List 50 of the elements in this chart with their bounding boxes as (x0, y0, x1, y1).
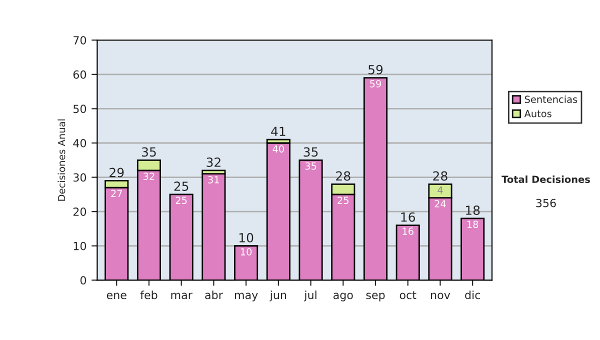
total-label: 25 (174, 182, 188, 191)
data-label: 31 (208, 176, 219, 184)
data-label: 59 (370, 80, 382, 88)
x-tick-label: feb (140, 290, 158, 300)
x-tick-label: abr (205, 290, 223, 300)
y-tick-label: 10 (74, 242, 86, 250)
data-label: 25 (338, 196, 348, 204)
data-label: 24 (434, 200, 446, 208)
x-tick-label: nov (431, 292, 450, 300)
data-label: 18 (467, 220, 478, 228)
x-tick-label: oct (400, 291, 416, 300)
total-label: 28 (433, 171, 448, 181)
x-tick-label: jun (270, 290, 286, 302)
total-label: 32 (206, 158, 220, 167)
y-tick-label: 20 (73, 208, 86, 216)
data-label: 32 (144, 172, 154, 180)
y-tick-label: 60 (73, 70, 86, 79)
total-label: 35 (142, 147, 156, 157)
total-label: 18 (466, 206, 480, 215)
x-tick-label: sep (366, 292, 385, 302)
total-label: 35 (304, 147, 318, 157)
y-tick-label: 50 (74, 104, 86, 114)
data-label: 35 (305, 162, 316, 170)
y-tick-label: 40 (73, 138, 86, 148)
total-label: 10 (239, 232, 254, 242)
x-tick-label: dic (465, 290, 480, 300)
y-axis-title: Decisiones Anual (58, 119, 66, 201)
data-label: 10 (240, 248, 252, 256)
y-tick-label: 30 (73, 173, 86, 182)
text: 356 (536, 198, 556, 208)
data-label: 16 (402, 228, 414, 235)
x-tick-label: ene (106, 292, 126, 300)
data-label: 4 (438, 186, 443, 194)
total-label: 41 (271, 126, 286, 136)
data-label: 40 (272, 145, 284, 153)
x-tick-label: may (234, 292, 258, 302)
x-tick-label: mar (171, 292, 192, 300)
total-label: 28 (336, 171, 350, 181)
total-label: 16 (401, 212, 416, 222)
total-label: 29 (110, 168, 124, 178)
text: Total Decisiones (502, 175, 590, 184)
total-label: 59 (368, 64, 383, 74)
y-tick-label: 70 (74, 36, 86, 44)
legend-label: Autos (524, 110, 552, 118)
legend-label: Sentencias (524, 95, 578, 104)
x-tick-label: jul (304, 290, 316, 302)
y-tick-label: 0 (80, 276, 86, 285)
x-tick-label: ago (333, 292, 353, 302)
data-label: 27 (111, 190, 122, 198)
data-label: 25 (176, 196, 187, 204)
